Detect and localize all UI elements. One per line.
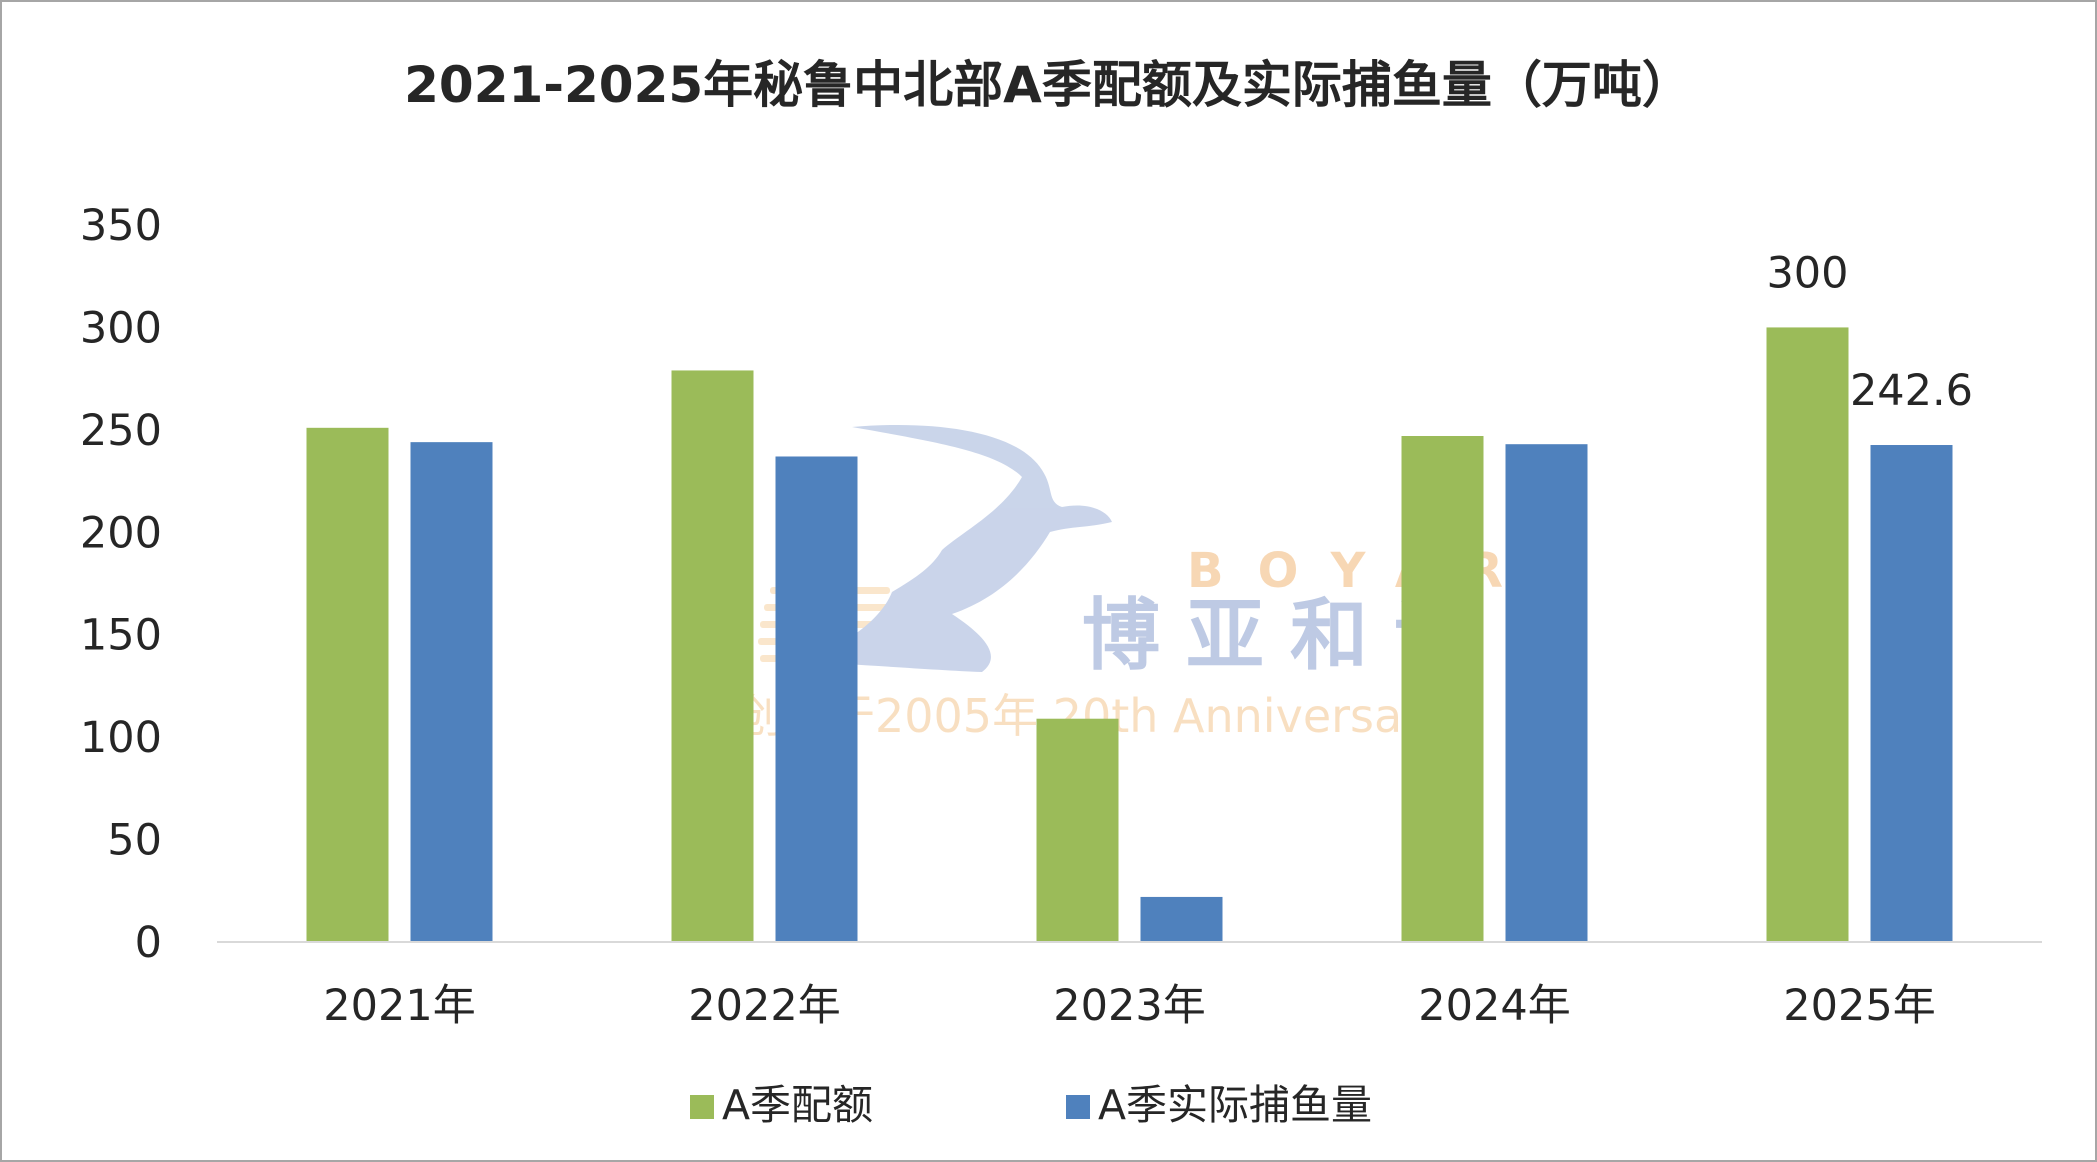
y-axis: 0 50 100 150 200 250 300 350 bbox=[80, 201, 162, 968]
y-tick-label: 100 bbox=[80, 713, 162, 763]
chart-title: 2021-2025年秘鲁中北部A季配额及实际捕鱼量（万吨） bbox=[404, 56, 1692, 114]
legend-label: A季配额 bbox=[722, 1081, 873, 1129]
x-tick-label: 2025年 bbox=[1783, 981, 1935, 1031]
x-tick-label: 2022年 bbox=[688, 981, 840, 1031]
x-tick-label: 2023年 bbox=[1053, 981, 1205, 1031]
bar bbox=[1870, 445, 1953, 942]
legend-swatch bbox=[1066, 1095, 1090, 1119]
y-tick-label: 50 bbox=[107, 816, 162, 866]
bar bbox=[410, 442, 493, 942]
data-label: 242.6 bbox=[1850, 366, 1973, 416]
x-axis: 2021年 2022年 2023年 2024年 2025年 bbox=[323, 981, 1935, 1031]
bar bbox=[1036, 718, 1119, 942]
legend-label: A季实际捕鱼量 bbox=[1098, 1081, 1372, 1129]
y-tick-label: 350 bbox=[80, 201, 162, 251]
y-tick-label: 200 bbox=[80, 508, 162, 558]
bar bbox=[1401, 436, 1484, 942]
data-label: 300 bbox=[1766, 248, 1848, 298]
y-tick-label: 150 bbox=[80, 611, 162, 661]
y-tick-label: 250 bbox=[80, 406, 162, 456]
y-tick-label: 300 bbox=[80, 303, 162, 353]
bar bbox=[775, 456, 858, 942]
legend-swatch bbox=[690, 1095, 714, 1119]
y-tick-label: 0 bbox=[135, 918, 162, 968]
legend: A季配额 A季实际捕鱼量 bbox=[690, 1081, 1372, 1129]
bar bbox=[1766, 327, 1849, 942]
bar bbox=[671, 370, 754, 942]
data-labels: 300 242.6 bbox=[1766, 248, 1973, 416]
bar bbox=[306, 427, 389, 942]
bars bbox=[306, 327, 1953, 942]
x-tick-label: 2024年 bbox=[1418, 981, 1570, 1031]
bird-logo-mark bbox=[802, 424, 1112, 672]
bar bbox=[1505, 444, 1588, 942]
x-tick-label: 2021年 bbox=[323, 981, 475, 1031]
bar bbox=[1140, 896, 1223, 942]
